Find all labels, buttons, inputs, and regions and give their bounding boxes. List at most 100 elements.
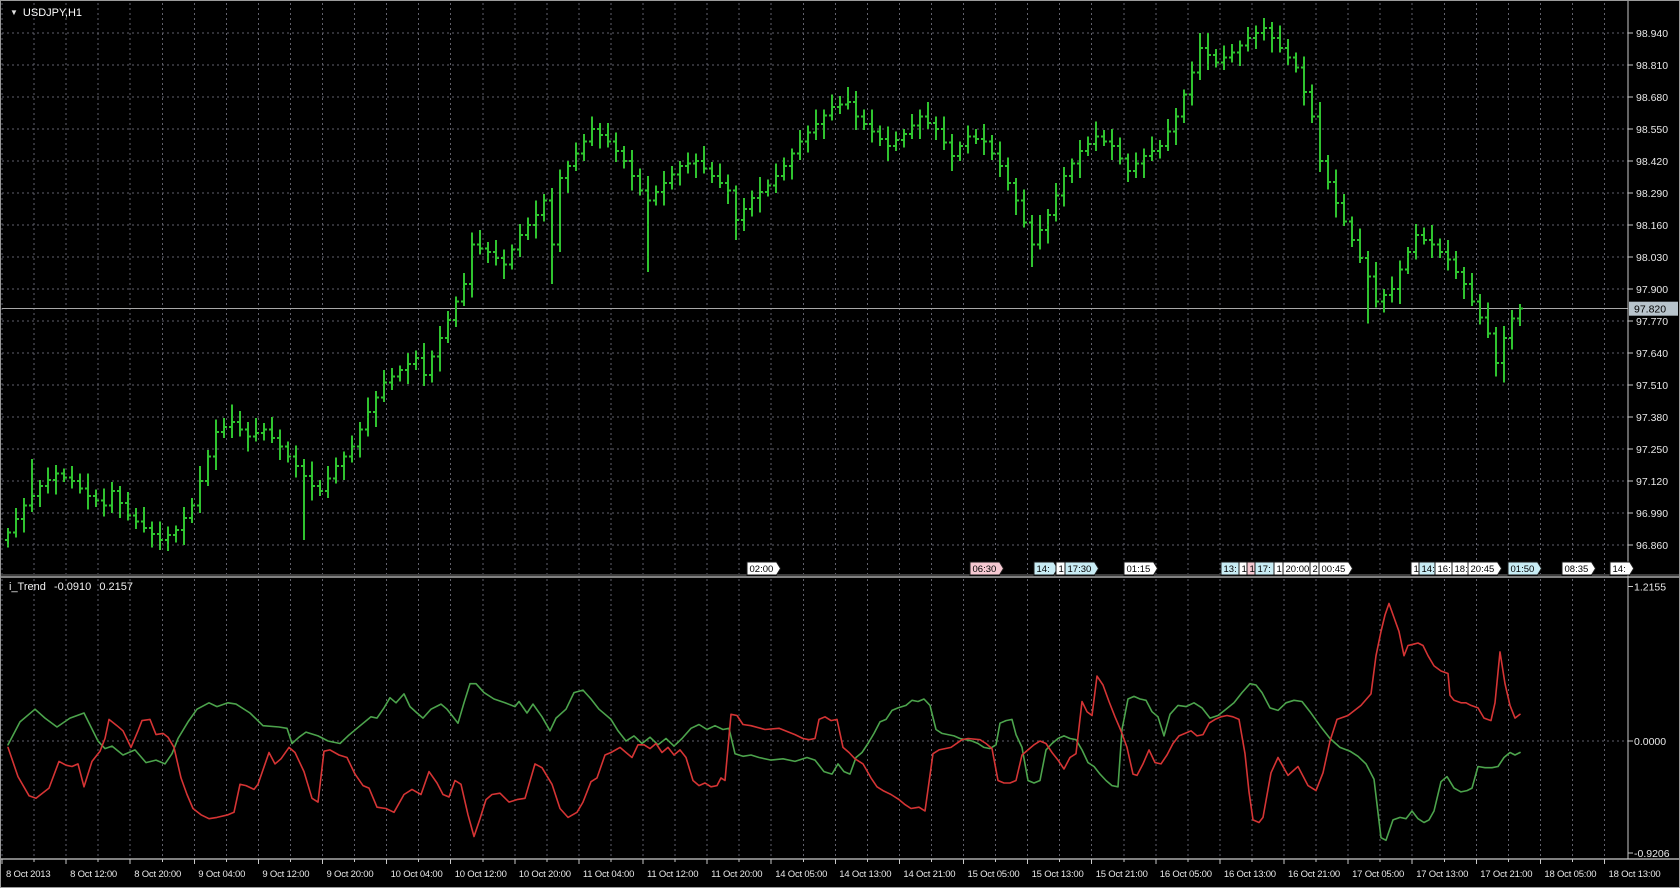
time-axis-label: 15 Oct 21:00: [1096, 869, 1148, 880]
time-axis-label: 15 Oct 05:00: [968, 869, 1020, 880]
price-axis-label: 96.990: [1636, 508, 1668, 520]
grid-lines: [1, 3, 1628, 858]
time-axis-label: 9 Oct 04:00: [198, 869, 245, 880]
timeline-badge[interactable]: 20:45: [1467, 561, 1503, 576]
time-axis[interactable]: 8 Oct 2013 8 Oct 12:00 8 Oct 20:00 9 Oct 04…: [1, 859, 1661, 880]
timeline-badge[interactable]: 08:35: [1561, 561, 1597, 576]
indicator-name: i_Trend: [9, 581, 46, 593]
time-axis-label: 10 Oct 12:00: [455, 869, 507, 880]
timeline-badge-text: 13:: [1224, 564, 1237, 575]
time-axis-label: 8 Oct 2013: [6, 869, 50, 880]
indicator-axis[interactable]: 1.2155 0.0000 -0.9206: [1628, 581, 1670, 860]
price-axis-label: 97.250: [1636, 444, 1668, 456]
price-axis-label: 98.030: [1636, 252, 1668, 264]
timeline-badge-text: 17:30: [1068, 564, 1092, 575]
price-axis-label: 97.900: [1636, 284, 1668, 296]
timeline-badge-shape: [969, 561, 1005, 576]
time-axis-label: 18 Oct 13:00: [1609, 869, 1661, 880]
price-axis-label: 98.290: [1636, 188, 1668, 200]
timeline-badge-shape: [1609, 561, 1635, 576]
itrend-red-line: [7, 602, 1521, 838]
indicator-axis-label: 0.0000: [1634, 736, 1666, 748]
timeline-badge-text: 1: [1250, 564, 1255, 575]
time-axis-label: 17 Oct 21:00: [1480, 869, 1532, 880]
time-axis-label: 11 Oct 20:00: [711, 869, 762, 880]
price-axis-label: 97.770: [1636, 316, 1668, 328]
time-axis-label: 14 Oct 13:00: [839, 869, 891, 880]
time-axis-label: 14 Oct 05:00: [775, 869, 827, 880]
price-axis-label: 98.160: [1636, 220, 1668, 232]
timeline-badge-text: 18:: [1455, 564, 1468, 575]
timeline-badge[interactable]: 01:50: [1507, 561, 1543, 576]
timeline-badge-shape: [1561, 561, 1597, 576]
timeline-badge[interactable]: 14:: [1609, 561, 1635, 576]
time-axis-label: 10 Oct 20:00: [519, 869, 571, 880]
time-axis-label: 8 Oct 20:00: [134, 869, 181, 880]
timeline-badge[interactable]: 14:: [1033, 561, 1059, 576]
timeline-badge-shape: [1123, 561, 1159, 576]
timeline-badge-text: 2: [1313, 564, 1318, 575]
time-axis-label: 11 Oct 04:00: [583, 869, 634, 880]
symbol-period-text: USDJPY,H1: [22, 7, 83, 19]
timeline-badge-text: 00:45: [1322, 564, 1346, 575]
timeline-badge[interactable]: 00:45: [1318, 561, 1354, 576]
indicator-value-1: -0.0910: [53, 581, 92, 593]
timeline-badge-text: 14:: [1422, 564, 1435, 575]
timeline-badge-text: 20:45: [1471, 564, 1495, 575]
time-axis-label: 16 Oct 13:00: [1224, 869, 1276, 880]
indicator-axis-label: 1.2155: [1634, 581, 1666, 593]
timeline-badge-text: 1: [1242, 564, 1247, 575]
price-axis[interactable]: 98.940 98.810 98.680 98.550 98.420 98.290 98.1…: [1628, 28, 1678, 552]
timeline-badge-shape: [1318, 561, 1354, 576]
timeline-badge-text: 1: [1277, 564, 1282, 575]
time-axis-label: 11 Oct 12:00: [647, 869, 698, 880]
timeline-badge-text: 08:35: [1565, 564, 1589, 575]
price-axis-label: 98.680: [1636, 92, 1668, 104]
timeline-badge-shape: [1064, 561, 1100, 576]
symbol-period-label: ▼ USDJPY,H1: [10, 7, 82, 19]
time-axis-label: 17 Oct 05:00: [1352, 869, 1404, 880]
time-axis-label: 16 Oct 05:00: [1160, 869, 1212, 880]
timeline-badge-text: 16:: [1438, 564, 1451, 575]
timeline-badge-text: 14:: [1613, 564, 1626, 575]
price-axis-label: 98.550: [1636, 124, 1668, 136]
time-axis-label: 10 Oct 04:00: [391, 869, 443, 880]
price-axis-label: 96.860: [1636, 540, 1668, 552]
price-bars: [5, 18, 1523, 552]
time-axis-label: 14 Oct 21:00: [903, 869, 955, 880]
price-axis-label: 98.810: [1636, 60, 1668, 72]
price-axis-label: 98.420: [1636, 156, 1668, 168]
timeline-badge[interactable]: 02:00: [746, 561, 782, 576]
price-axis-label: 97.510: [1636, 380, 1668, 392]
time-axis-label: 16 Oct 21:00: [1288, 869, 1340, 880]
current-price-tag: 97.820: [1634, 304, 1666, 316]
timeline-badge[interactable]: 17:30: [1064, 561, 1100, 576]
timeline-badge-shape: [1467, 561, 1503, 576]
time-axis-label: 18 Oct 05:00: [1544, 869, 1596, 880]
time-axis-label: 9 Oct 12:00: [262, 869, 309, 880]
timeline-badge-text: 06:30: [973, 564, 997, 575]
timeline-badge-text: 01:15: [1127, 564, 1151, 575]
price-axis-label: 97.640: [1636, 348, 1668, 360]
timeline-badge-text: 1: [1414, 564, 1419, 575]
indicator-axis-label: -0.9206: [1634, 848, 1670, 860]
indicator-value-2: 0.2157: [99, 581, 133, 593]
timeline-badge-shape: [1507, 561, 1543, 576]
timeline-badge-text: 01:50: [1511, 564, 1535, 575]
timeline-badge[interactable]: 01:15: [1123, 561, 1159, 576]
timeline-badge[interactable]: 06:30: [969, 561, 1005, 576]
time-axis-label: 17 Oct 13:00: [1416, 869, 1468, 880]
timeline-badge-text: 14:: [1037, 564, 1050, 575]
time-axis-label: 9 Oct 20:00: [327, 869, 374, 880]
timeline-badge-text: 17:: [1258, 564, 1271, 575]
price-axis-label: 98.940: [1636, 28, 1668, 40]
timeline-badge-text: 1: [1059, 564, 1064, 575]
timeline-badge-text: 02:00: [750, 564, 774, 575]
chart-menu-arrow-icon[interactable]: ▼: [10, 8, 18, 17]
itrend-green-line: [7, 682, 1521, 842]
timeline-markers: 02:00 06:30 14: 1 17:30 01:15 13: 1 1 17: 1 20:00 2 0…: [746, 561, 1635, 576]
price-axis-label: 97.120: [1636, 476, 1668, 488]
current-price-tag-bg: [1629, 301, 1678, 316]
